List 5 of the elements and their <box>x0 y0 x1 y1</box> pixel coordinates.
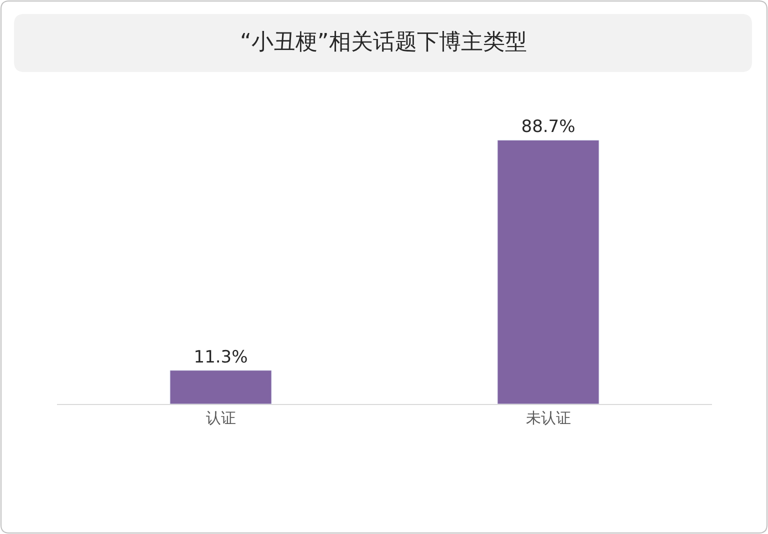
x-tick-label: 未认证 <box>526 409 571 427</box>
chart-title: “小丑梗”相关话题下博主类型 <box>240 30 527 55</box>
x-tick-label: 认证 <box>206 409 236 427</box>
data-label: 11.3% <box>194 347 248 368</box>
data-label: 88.7% <box>521 117 576 138</box>
